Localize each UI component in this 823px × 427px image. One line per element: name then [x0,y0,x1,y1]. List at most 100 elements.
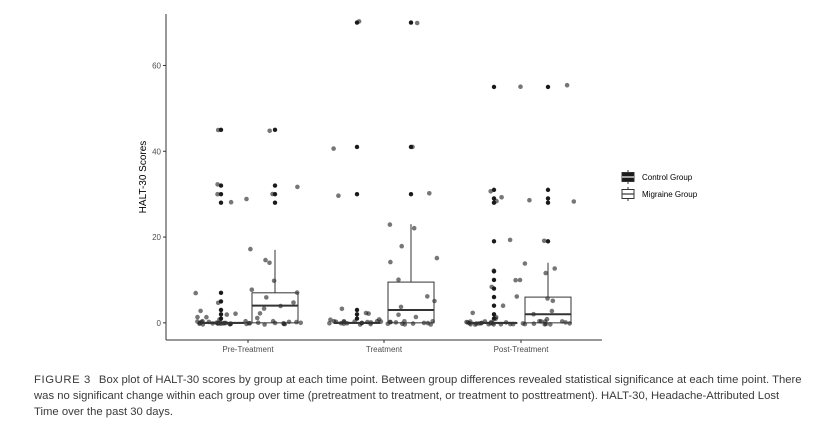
jitter-point [413,314,419,320]
jitter-point [517,277,523,283]
jitter-point [328,317,333,323]
box-control-group-2 [470,84,518,324]
jitter-point [376,317,382,322]
jitter-point [518,84,523,89]
outlier-point [218,290,224,296]
jitter-point [522,261,528,266]
jitter-point [398,304,404,310]
jitter-point [193,290,198,296]
jitter-point [499,195,504,200]
jitter-point [291,300,296,305]
jitter-point [215,182,220,187]
outlier-point [218,299,224,304]
outlier-point [491,200,497,205]
jitter-point [249,287,255,293]
outlier-point [545,84,551,90]
outlier-point [491,269,497,274]
outlier-point [354,191,360,197]
jitter-point [228,199,234,205]
jitter-point [215,191,220,197]
jitter-point [254,315,260,321]
outlier-point [218,307,224,313]
figure-caption: FIGURE 3 Box plot of HALT-30 scores by gr… [34,372,804,420]
y-ticks: 0 20 40 60 [152,61,166,328]
box-control-group-1 [333,20,381,324]
jitter-point [527,197,532,203]
box-body [524,296,572,324]
outlier-point [218,200,224,205]
jitter-point [571,199,577,204]
jitter-point [204,314,209,320]
jitter-point [399,243,405,249]
y-tick-label: 0 [157,319,162,328]
box-control-group-0 [197,127,245,324]
jitter-point [414,20,420,26]
axes [165,14,602,341]
jitter-point [336,193,341,198]
legend-key-migraine-group [621,187,635,201]
jitter-point [262,322,267,327]
y-tick-label: 40 [152,147,161,156]
jitter-point [339,306,345,312]
jitter-point [248,246,253,252]
outlier-point [408,191,414,197]
y-axis-title: HALT-30 Scores [138,141,149,214]
outlier-point [354,312,360,317]
jitter-point [550,298,556,304]
jitter-point [465,320,471,325]
jitter-point [549,308,555,314]
box-body [251,292,299,324]
jitter-point [246,320,252,326]
x-tick-label: Pre-Treatment [222,345,274,354]
jitter-point [224,312,230,317]
outlier-point [408,20,414,25]
outlier-point [218,316,224,321]
y-tick-label: 20 [152,233,161,242]
box-body [387,281,435,324]
jitter-point [233,311,238,317]
jitter-point [544,316,550,322]
outlier-point [491,277,497,283]
jitter-point [514,294,520,299]
jitter-point [264,295,269,300]
outlier-point [491,303,497,308]
jitter-point [396,312,401,318]
box-plot-chart: 0 20 40 60 Pre-Treatment Treatment Post-Treat… [138,14,698,354]
outlier-point [545,187,551,193]
outlier-point [354,307,360,313]
jitter-points [193,19,577,327]
outlier-point [408,144,414,150]
jitter-point [552,266,557,271]
jitter-point [388,259,393,265]
outlier-point [545,200,551,205]
jitter-point [263,257,268,263]
outlier-point [218,191,224,197]
outlier-point [272,183,278,188]
jitter-point [541,238,547,244]
legend-label: Control Group [642,173,693,182]
jitter-point [195,314,200,320]
jitter-point [543,270,548,276]
box-migraine-group-2 [524,84,572,324]
jitter-point [363,310,369,316]
jitter-point [298,320,304,326]
outlier-point [218,127,224,133]
outlier-point [491,312,497,317]
jitter-point [271,278,277,284]
outlier-point [218,183,224,188]
jitter-point [198,308,203,314]
jitter-point [434,255,440,261]
outlier-point [491,239,497,244]
outlier-point [491,294,497,300]
outlier-point [545,196,551,201]
jitter-point [411,225,417,231]
jitter-point [267,260,272,266]
jitter-point [257,311,263,316]
outlier-point [354,20,360,25]
jitter-point [427,191,432,196]
caption-text: Box plot of HALT-30 scores by group at e… [34,374,802,418]
jitter-point [520,321,526,326]
outlier-point [272,200,278,205]
jitter-point [513,277,518,283]
outlier-point [272,191,278,197]
